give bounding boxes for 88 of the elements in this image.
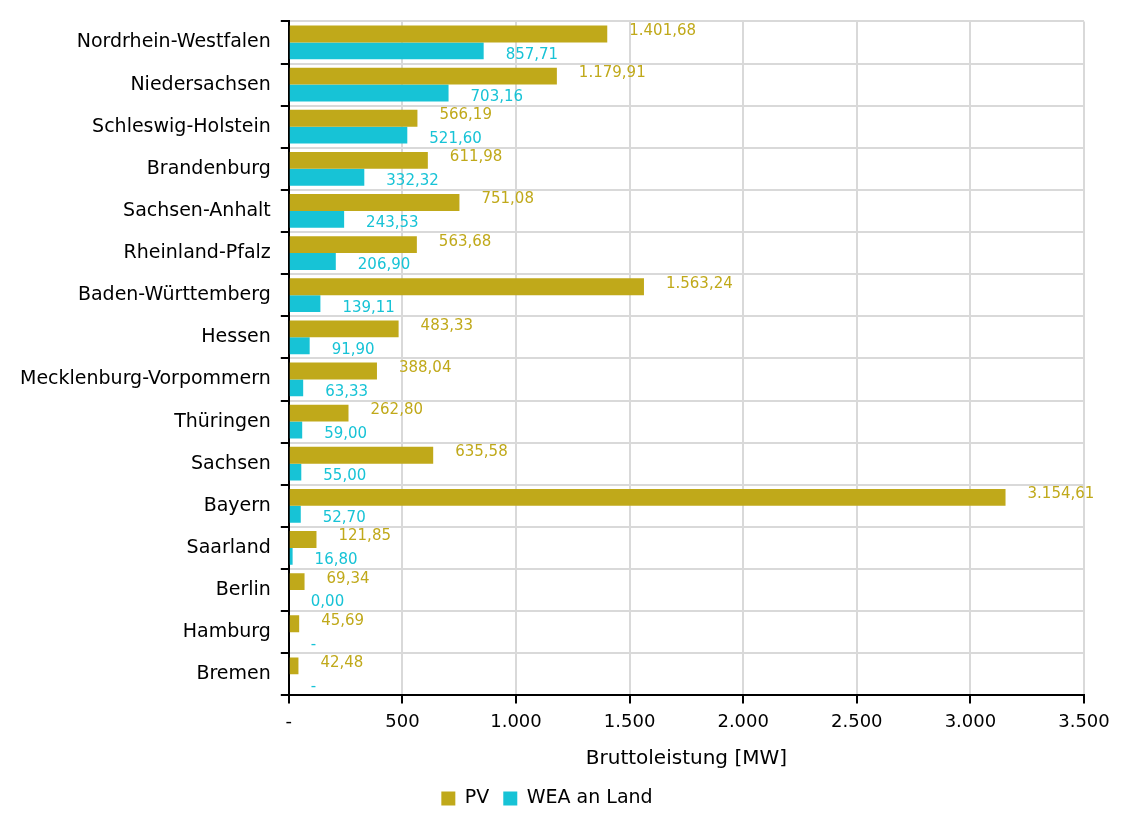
bar (289, 362, 377, 380)
y-tick-label: Brandenburg (146, 155, 271, 178)
y-tick-label: Bremen (196, 661, 271, 684)
data-label: 1.401,68 (629, 20, 697, 39)
data-label: 703,16 (470, 86, 524, 105)
data-label: - (310, 676, 317, 695)
data-label: 0,00 (310, 592, 345, 611)
bar (289, 337, 310, 355)
data-label: 635,58 (455, 442, 508, 461)
data-label: 1.179,91 (578, 63, 646, 82)
data-label: 121,85 (338, 526, 391, 545)
x-tick-label: 3.500 (1058, 709, 1110, 731)
y-tick-label: Schleswig-Holstein (92, 113, 271, 136)
bar (289, 126, 408, 144)
data-label: 45,69 (321, 610, 365, 629)
bar (289, 210, 345, 228)
y-tick-label: Thüringen (173, 408, 271, 431)
bar (289, 488, 1006, 506)
bar (289, 404, 349, 422)
y-tick-label: Sachsen (190, 450, 271, 473)
x-tick-label: - (285, 709, 293, 731)
bar (289, 505, 301, 523)
data-label: 59,00 (324, 423, 368, 442)
data-label: 483,33 (420, 315, 474, 334)
legend-label: WEA an Land (526, 785, 653, 808)
y-tick-label: Niedersachsen (130, 71, 271, 94)
data-label: 243,53 (366, 213, 419, 232)
x-tick-label: 3.000 (944, 709, 997, 731)
bar (289, 168, 365, 186)
x-tick-label: 500 (385, 709, 420, 731)
bar (289, 657, 299, 675)
y-tick-label: Hamburg (182, 619, 271, 642)
bar (289, 320, 399, 338)
bar (289, 109, 418, 127)
bar (289, 253, 336, 270)
y-tick-label: Nordrhein-Westfalen (76, 29, 271, 52)
data-label: 262,80 (370, 400, 423, 419)
data-label: - (310, 634, 317, 653)
data-label: 55,00 (323, 466, 367, 485)
data-label: 566,19 (439, 105, 492, 124)
bar (289, 547, 293, 565)
bar (289, 236, 417, 254)
bar (289, 615, 300, 633)
y-tick-label: Baden-Württemberg (77, 282, 271, 305)
data-label: 332,32 (386, 171, 439, 190)
bar (289, 194, 460, 211)
bar (289, 573, 305, 591)
data-label: 16,80 (314, 550, 358, 569)
bar (289, 379, 304, 397)
data-label: 206,90 (357, 255, 411, 274)
bar (289, 295, 321, 313)
data-label: 69,34 (326, 568, 370, 587)
legend-label: PV (464, 785, 490, 808)
y-tick-label: Hessen (201, 324, 271, 347)
bar (289, 25, 608, 43)
x-axis-title: Bruttoleistung [MW] (585, 745, 788, 770)
x-tick-label: 2.500 (831, 709, 883, 731)
data-label: 751,08 (481, 189, 534, 208)
data-label: 91,90 (331, 339, 375, 358)
bar (289, 463, 302, 481)
bar (289, 421, 303, 439)
x-tick-label: 1.500 (603, 709, 656, 731)
y-tick-label: Mecklenburg-Vorpommern (20, 366, 271, 389)
y-tick-label: Rheinland-Pfalz (123, 240, 271, 263)
data-label: 521,60 (429, 129, 482, 148)
data-label: 1.563,24 (665, 273, 733, 292)
x-tick-label: 2.000 (717, 709, 769, 731)
bar (289, 151, 428, 169)
data-label: 52,70 (322, 508, 366, 527)
data-label: 63,33 (325, 381, 369, 400)
y-tick-label: Saarland (186, 534, 271, 557)
data-label: 139,11 (342, 297, 395, 316)
bar (289, 278, 644, 296)
data-label: 388,04 (398, 357, 452, 376)
y-tick-label: Sachsen-Anhalt (123, 197, 271, 220)
data-label: 3.154,61 (1027, 484, 1095, 503)
data-label: 857,71 (505, 44, 559, 63)
y-tick-label: Bayern (203, 492, 271, 515)
bar (289, 446, 434, 464)
data-label: 563,68 (438, 231, 492, 250)
data-label: 42,48 (320, 652, 364, 671)
bar (289, 67, 557, 85)
y-tick-label: Berlin (215, 577, 271, 600)
bar (289, 531, 317, 548)
data-label: 611,98 (449, 147, 503, 166)
x-tick-label: 1.000 (490, 709, 542, 731)
bar (289, 42, 484, 60)
bar (289, 84, 449, 102)
